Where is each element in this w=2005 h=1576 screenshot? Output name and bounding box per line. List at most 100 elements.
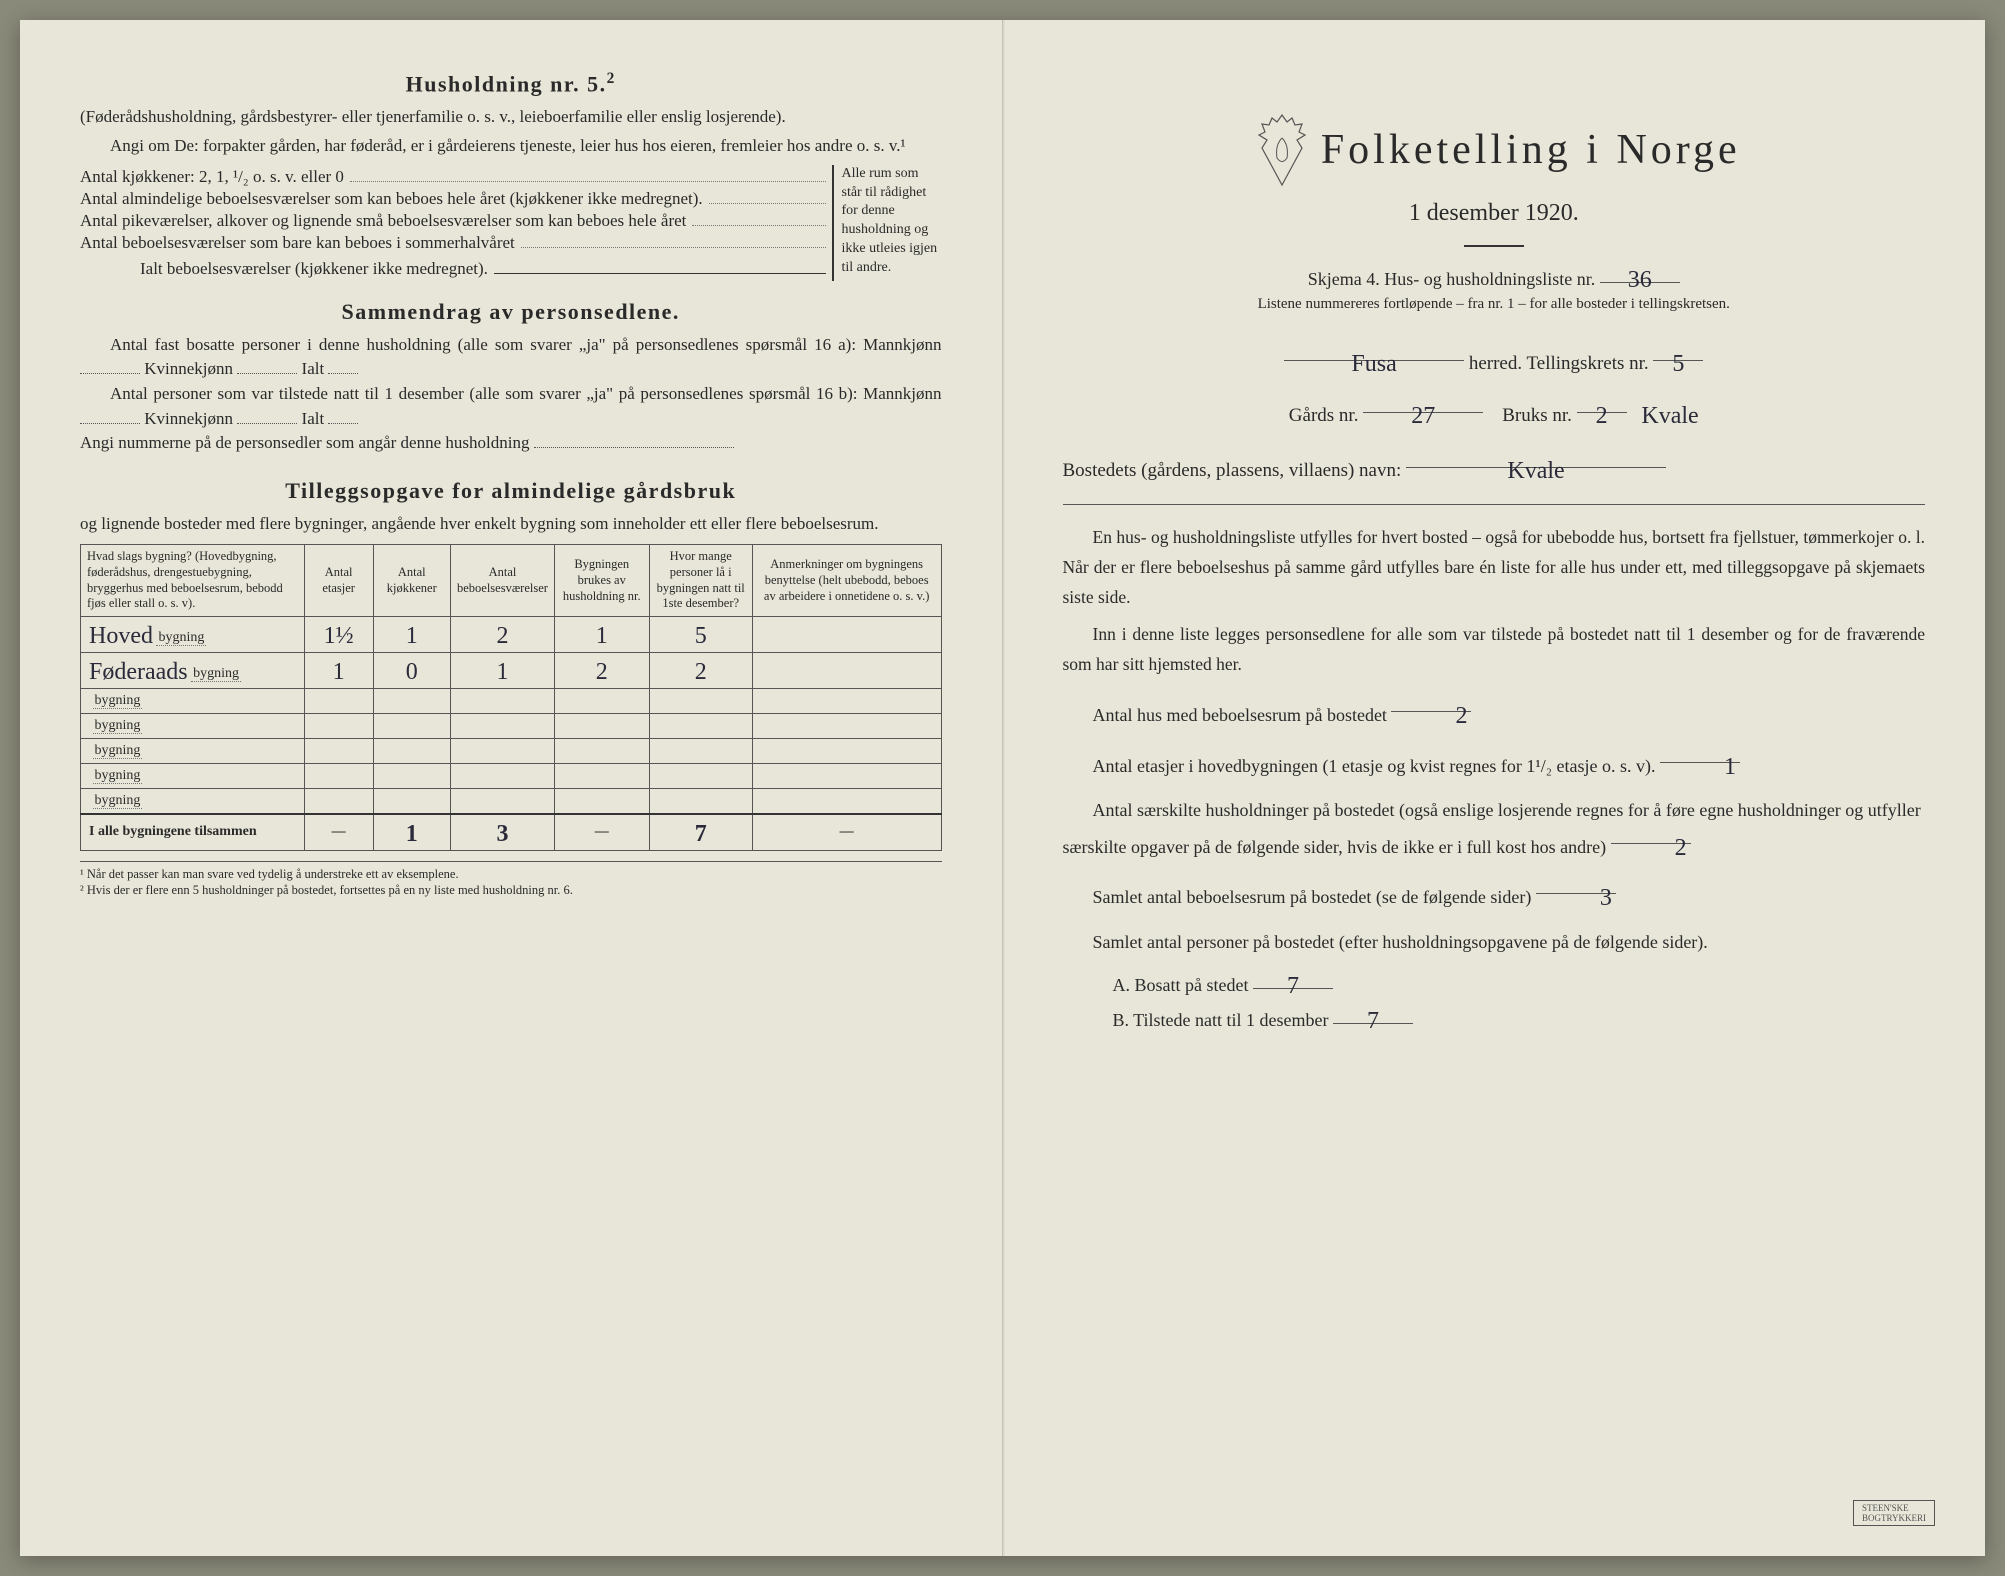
q2-label: Antal etasjer i hovedbygningen (1 etasje…	[1093, 756, 1656, 776]
cell-name: bygning	[81, 713, 305, 738]
cell-hushold	[554, 688, 649, 713]
rooms-block: Antal kjøkkener: 2, 1, ¹/₂ o. s. v. elle…	[80, 165, 942, 281]
table-row: Hoved bygning1½1215	[81, 616, 942, 652]
cell-hushold	[554, 788, 649, 814]
table-row: bygning	[81, 688, 942, 713]
summary-ialt1: Ialt	[302, 359, 325, 378]
qB-label: B. Tilstede natt til 1 desember	[1113, 1010, 1329, 1030]
bruk-label: Bruks nr.	[1502, 405, 1572, 426]
sub-date: 1 desember 1920.	[1063, 200, 1926, 227]
cell-personer	[649, 688, 752, 713]
cell-anm	[752, 688, 941, 713]
herred-name: Fusa	[1351, 345, 1396, 383]
table-row: bygning	[81, 763, 942, 788]
table-row: bygning	[81, 713, 942, 738]
total-personer-hw: 7	[695, 821, 707, 848]
tillegg-title: Tilleggsopgave for almindelige gårdsbruk	[80, 478, 942, 504]
printer-stamp: STEEN'SKEBOGTRYKKERI	[1853, 1500, 1935, 1526]
cell-kjokken	[373, 763, 450, 788]
crest-icon	[1247, 110, 1317, 190]
gaard-nr: 27	[1411, 397, 1435, 435]
total-personer: 7	[649, 814, 752, 851]
cell-kjokken	[373, 788, 450, 814]
total-kjokken-hw: 1	[406, 821, 418, 848]
cell-name: bygning	[81, 788, 305, 814]
q3-line: Antal særskilte husholdninger på bostede…	[1063, 795, 1926, 862]
q2-line: Antal etasjer i hovedbygningen (1 etasje…	[1063, 745, 1926, 782]
bldg-suffix: bygning	[191, 666, 241, 682]
title-rule	[1464, 245, 1524, 247]
skjema-line: Skjema 4. Hus- og husholdningsliste nr. …	[1063, 265, 1926, 290]
total-vaerelser-hw: 3	[496, 821, 508, 848]
bldg-hw: Hoved	[89, 623, 153, 650]
cell-etasjer	[304, 738, 373, 763]
rooms-summer-row: Antal beboelsesværelser som bare kan beb…	[80, 233, 832, 253]
document-spread: Husholdning nr. 5.2 (Føderådshusholdning…	[20, 20, 1985, 1556]
summary-kvinne2: Kvinnekjønn	[144, 409, 233, 428]
cell-name: Hoved bygning	[81, 616, 305, 652]
cell-name: bygning	[81, 688, 305, 713]
rooms-servant-label: Antal pikeværelser, alkover og lignende …	[80, 211, 686, 231]
main-title: Folketelling i Norge	[1321, 126, 1741, 174]
q1-label: Antal hus med beboelsesrum på bostedet	[1093, 705, 1387, 725]
qB-line: B. Tilstede natt til 1 desember 7	[1113, 1006, 1926, 1031]
th-6: Anmerkninger om bygningens benyttelse (h…	[752, 545, 941, 617]
th-1: Antal etasjer	[304, 545, 373, 617]
rooms-allyear-row: Antal almindelige beboelsesværelser som …	[80, 189, 832, 209]
total-anm: —	[752, 814, 941, 851]
kitchens-label: Antal kjøkkener: 2, 1, ¹/₂ o. s. v. elle…	[80, 167, 344, 187]
cell-personer: 2	[649, 652, 752, 688]
qA-label: A. Bosatt på stedet	[1113, 975, 1249, 995]
q1-line: Antal hus med beboelsesrum på bostedet 2	[1063, 694, 1926, 731]
bosted-label: Bostedets (gårdens, plassens, villaens) …	[1063, 460, 1402, 481]
h5-sup: 2	[607, 70, 616, 87]
gaard-row: Gårds nr. 27 Bruks nr. 2 Kvale	[1063, 395, 1926, 433]
h5-title-text: Husholdning nr. 5.	[406, 71, 607, 96]
table-body: Hoved bygning1½1215Føderaads bygning1012…	[81, 616, 942, 814]
right-page: Folketelling i Norge 1 desember 1920. Sk…	[1003, 20, 1986, 1556]
tillegg-sub: og lignende bosteder med flere bygninger…	[80, 512, 942, 537]
summary-p1a: Antal fast bosatte personer i denne hush…	[110, 335, 942, 354]
cell-name: Føderaads bygning	[81, 652, 305, 688]
a3: 2	[1645, 828, 1687, 869]
cell-anm	[752, 738, 941, 763]
brace-note: Alle rum som står til rådighet for denne…	[832, 165, 942, 281]
aB: 7	[1367, 1008, 1379, 1035]
herred-row: Fusa herred. Tellingskrets nr. 5	[1063, 343, 1926, 379]
cell-kjokken: 0	[373, 652, 450, 688]
aA: 7	[1287, 973, 1299, 1000]
summary-p2a: Antal personer som var tilstede natt til…	[110, 384, 942, 403]
right-body: En hus- og husholdningsliste utfylles fo…	[1063, 523, 1926, 1031]
cell-hushold	[554, 738, 649, 763]
skjema-label: Skjema 4. Hus- og husholdningsliste nr.	[1308, 269, 1596, 289]
rooms-allyear-label: Antal almindelige beboelsesværelser som …	[80, 189, 703, 209]
total-etasjer: —	[304, 814, 373, 851]
table-head: Hvad slags bygning? (Hovedbygning, føder…	[81, 545, 942, 617]
cell-name: bygning	[81, 763, 305, 788]
footnote-1: ¹ Når det passer kan man svare ved tydel…	[80, 866, 942, 882]
cell-name: bygning	[81, 738, 305, 763]
th-2: Antal kjøkkener	[373, 545, 450, 617]
summary-p1: Antal fast bosatte personer i denne hush…	[80, 333, 942, 382]
summary-kvinne1: Kvinnekjønn	[144, 359, 233, 378]
cell-kjokken: 1	[373, 616, 450, 652]
cell-kjokken	[373, 713, 450, 738]
bldg-hw: Føderaads	[89, 659, 188, 686]
th-3: Antal beboelsesværelser	[450, 545, 554, 617]
bosted-name: Kvale	[1507, 452, 1564, 490]
summary-p2: Antal personer som var tilstede natt til…	[80, 382, 942, 431]
cell-vaerelser	[450, 688, 554, 713]
cell-etasjer: 1½	[304, 616, 373, 652]
para2: Inn i denne liste legges personsedlene f…	[1063, 620, 1926, 680]
bldg-suffix: bygning	[156, 630, 206, 646]
a4: 3	[1570, 878, 1612, 919]
cell-hushold: 2	[554, 652, 649, 688]
h5-para2: Angi om De: forpakter gården, har føderå…	[80, 134, 942, 159]
h5-para1: (Føderådshusholdning, gårdsbestyrer- ell…	[80, 105, 942, 130]
cell-vaerelser: 2	[450, 616, 554, 652]
table-row: bygning	[81, 788, 942, 814]
kitchens-row: Antal kjøkkener: 2, 1, ¹/₂ o. s. v. elle…	[80, 167, 832, 187]
cell-vaerelser	[450, 738, 554, 763]
cell-anm	[752, 616, 941, 652]
building-table: Hvad slags bygning? (Hovedbygning, føder…	[80, 544, 942, 851]
